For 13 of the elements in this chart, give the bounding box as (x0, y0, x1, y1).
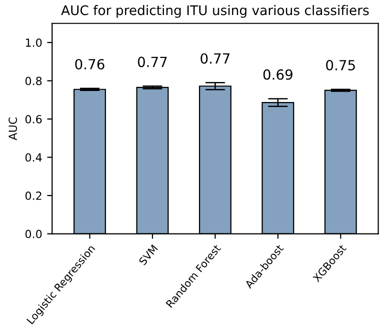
y-tick-label: 0.8 (25, 76, 42, 86)
data-label: 0.69 (263, 69, 292, 80)
y-axis-title: AUC (8, 117, 18, 140)
data-label: 0.77 (138, 56, 167, 68)
y-tick-label: 0.0 (25, 230, 42, 238)
data-label: 0.76 (75, 58, 104, 70)
y-tick-label: 1.0 (26, 38, 42, 47)
data-label: 0.75 (326, 60, 355, 70)
chart-title: AUC for predicting ITU using various classifiers (61, 5, 369, 18)
y-tick-label: 0.2 (25, 192, 42, 200)
data-label: 0.77 (200, 53, 230, 64)
y-tick-label: 0.4 (25, 153, 42, 162)
y-tick-label: 0.6 (25, 115, 42, 124)
